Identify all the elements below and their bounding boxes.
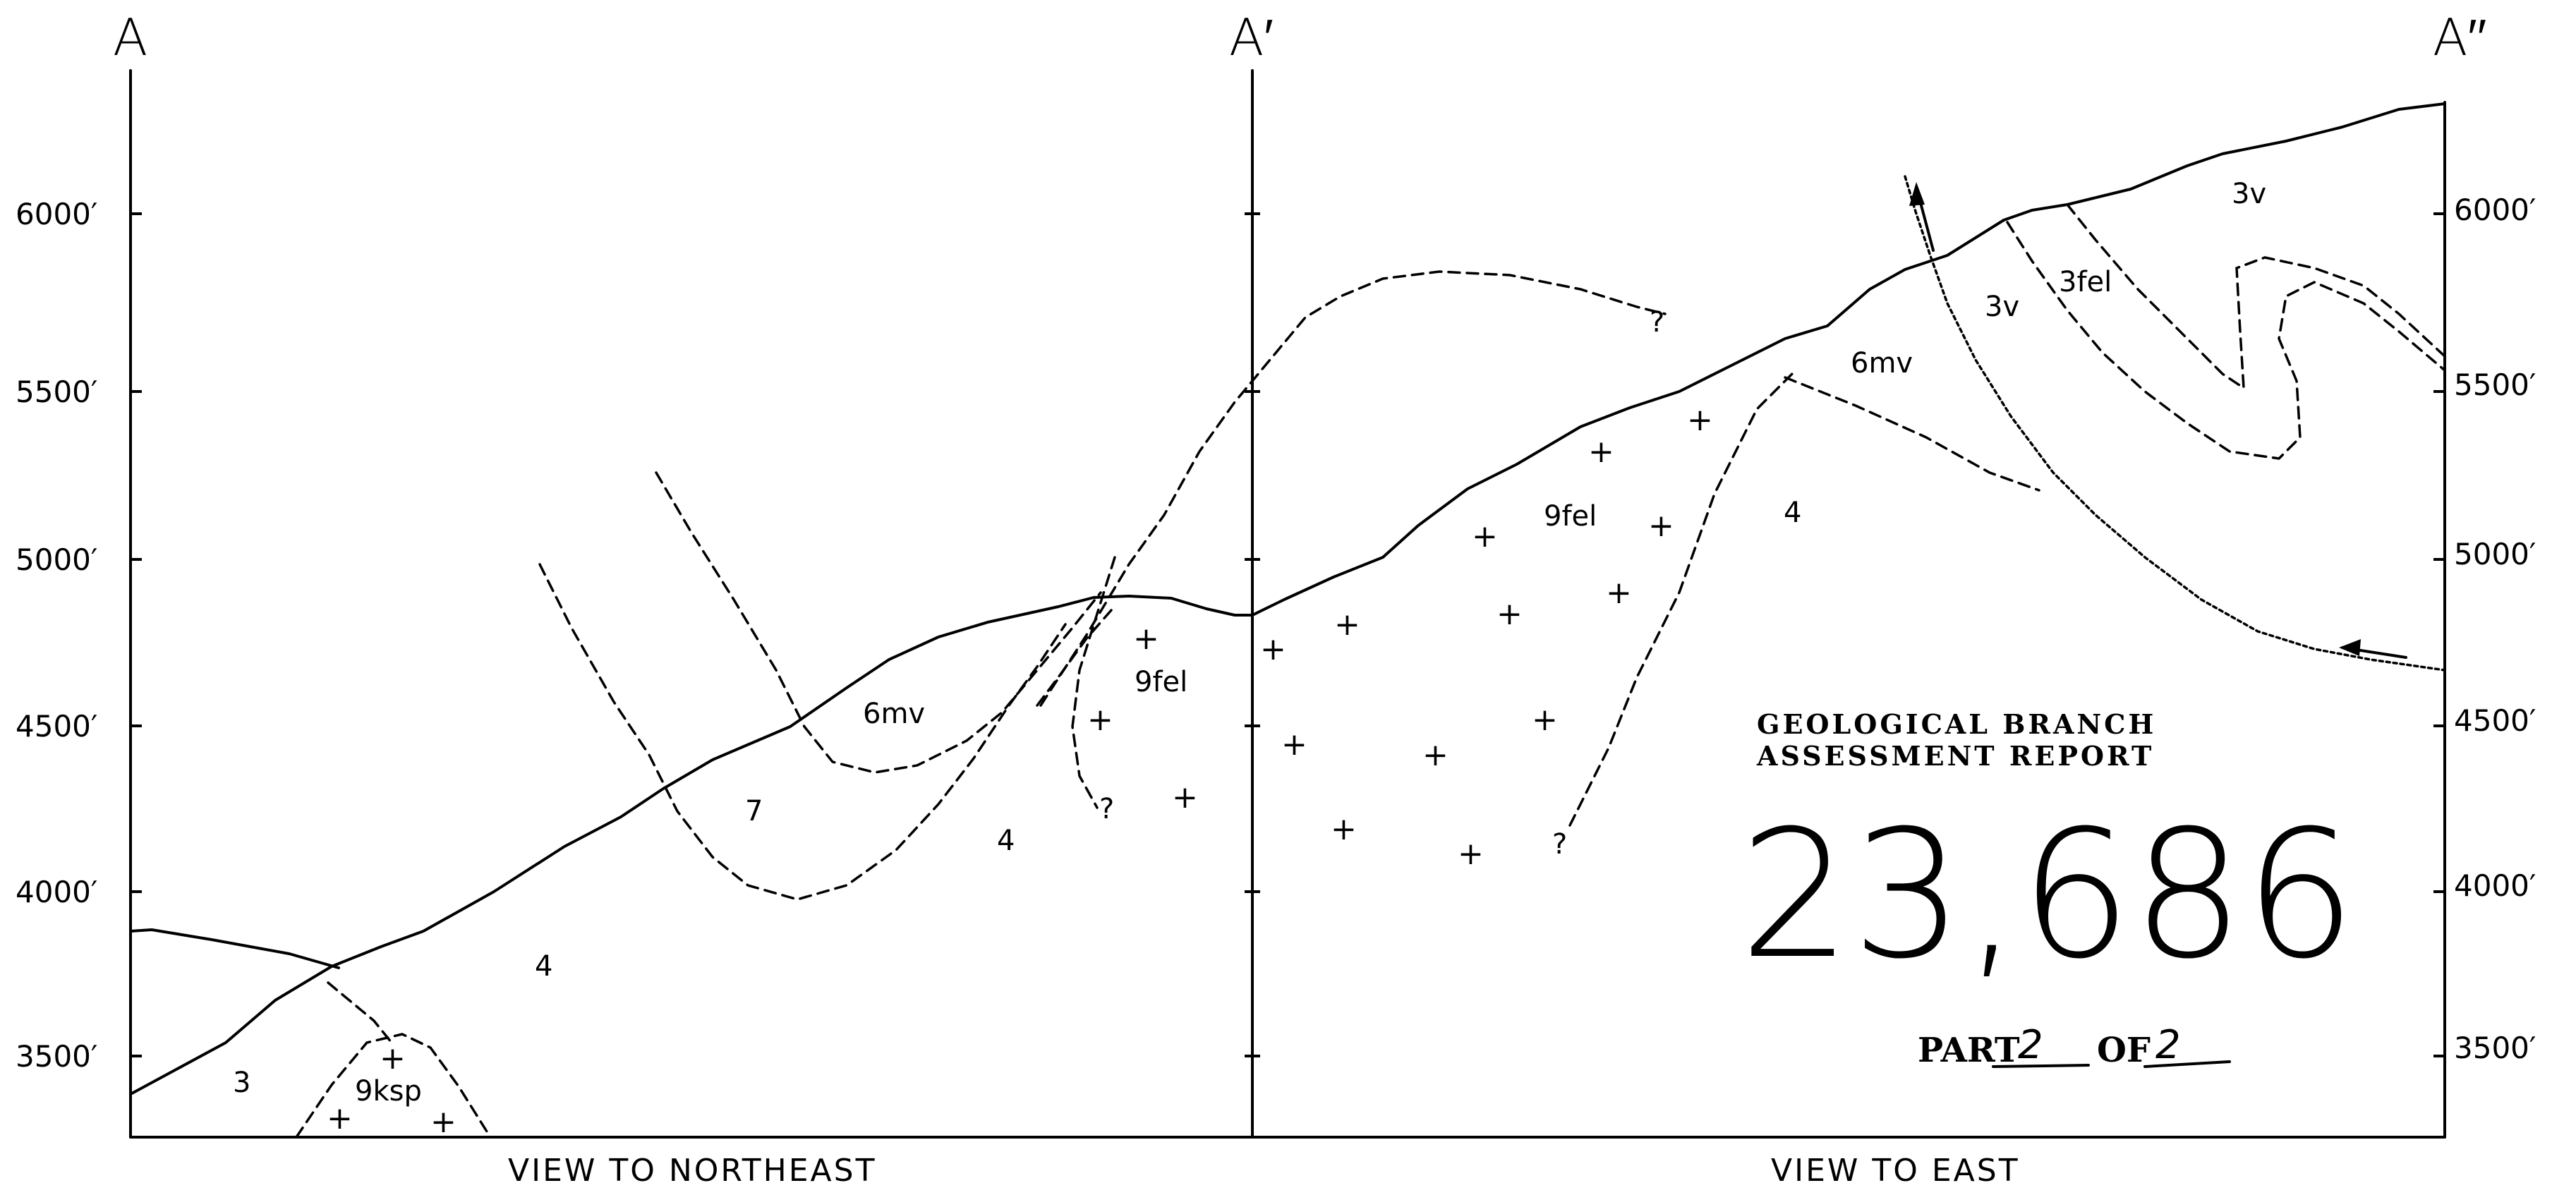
- fold-axial-trace: [1039, 270, 1667, 707]
- view-caption-left: VIEW TO NORTHEAST: [508, 1153, 876, 1183]
- elev-right-5500: 5500′: [2454, 368, 2536, 402]
- svg-text:+: +: [1334, 607, 1360, 643]
- stamp-line-2: ASSESSMENT REPORT: [1756, 740, 2154, 772]
- contact-9fel-left: [1071, 556, 1116, 809]
- elev-left-5000: 5000′: [16, 542, 97, 577]
- unit-label-q1: ?: [1099, 793, 1114, 825]
- svg-text:+: +: [1422, 737, 1449, 773]
- elev-right-6000: 6000′: [2454, 193, 2536, 227]
- unit-label-6mv-left: 6mv: [863, 698, 925, 730]
- elev-right-5000: 5000′: [2454, 537, 2536, 571]
- of-number: 2: [2155, 1022, 2181, 1068]
- svg-text:+: +: [1532, 702, 1558, 738]
- unit-label-q3: ?: [1552, 828, 1567, 861]
- svg-text:+: +: [1331, 811, 1357, 847]
- contact-upper-left: [129, 928, 340, 969]
- section-label-a-prime: A′: [1229, 8, 1274, 67]
- elev-left-4000: 4000′: [16, 875, 97, 909]
- svg-text:+: +: [430, 1104, 456, 1140]
- stamp-line-1: GEOLOGICAL BRANCH: [1757, 708, 2156, 740]
- arrow-icon: [1909, 182, 2407, 659]
- unit-label-9ksp: 9ksp: [355, 1075, 422, 1108]
- contact-3v-3fel: [2006, 221, 2446, 460]
- unit-label-3fel: 3fel: [2059, 266, 2112, 298]
- tick-marks: [131, 212, 2445, 1057]
- part-label: PART: [1918, 1031, 2020, 1070]
- svg-text:+: +: [1687, 402, 1713, 438]
- elev-right-4500: 4500′: [2454, 703, 2536, 738]
- svg-text:+: +: [1281, 727, 1307, 763]
- svg-text:+: +: [1472, 518, 1498, 554]
- contact-9ksp: [295, 1033, 492, 1139]
- elev-left-5500: 5500′: [16, 375, 97, 409]
- unit-label-7: 7: [745, 795, 763, 827]
- contact-9fel-4: [1568, 372, 1794, 827]
- topographic-surface: [129, 102, 2446, 1096]
- svg-text:+: +: [1606, 575, 1632, 611]
- assessment-stamp: GEOLOGICAL BRANCH ASSESSMENT REPORT 23,6…: [1739, 708, 2357, 1070]
- plus-mark: + + + + + + + + + + + + + + + + + + +: [327, 402, 1713, 1140]
- unit-label-4c: 4: [1784, 497, 1801, 529]
- unit-label-6mv-right: 6mv: [1851, 347, 1913, 380]
- unit-label-3v-a: 3v: [2232, 178, 2266, 210]
- svg-text:+: +: [1496, 596, 1523, 632]
- contact-6mv-4: [1784, 376, 2040, 492]
- part-underline: [1992, 1064, 2090, 1068]
- section-label-a: A: [113, 8, 147, 67]
- unit-label-3: 3: [233, 1067, 250, 1099]
- unit-label-4a: 4: [535, 950, 552, 983]
- svg-text:+: +: [1648, 508, 1674, 544]
- svg-text:+: +: [1087, 702, 1113, 738]
- unit-label-9fel-right: 9fel: [1544, 500, 1597, 533]
- unit-label-4b: 4: [997, 825, 1015, 857]
- of-label: OF: [2097, 1031, 2151, 1070]
- svg-text:+: +: [1588, 434, 1614, 470]
- contact-7-west: [538, 563, 1067, 901]
- svg-text:+: +: [1458, 836, 1484, 872]
- elev-right-4000: 4000′: [2454, 868, 2536, 903]
- fault-trace: [1904, 175, 2446, 672]
- svg-text:+: +: [1133, 621, 1159, 657]
- elev-left-3500: 3500′: [16, 1039, 97, 1074]
- contact-7-east: [655, 471, 1102, 774]
- elev-left-4500: 4500′: [16, 709, 97, 744]
- contact-3fel-3v: [2066, 203, 2446, 391]
- of-underline: [2143, 1060, 2231, 1068]
- unit-label-9fel-left: 9fel: [1135, 666, 1187, 698]
- svg-text:+: +: [327, 1100, 353, 1136]
- unit-label-q2: ?: [1650, 306, 1664, 339]
- svg-text:+: +: [1172, 779, 1198, 815]
- contact-3-4: [327, 981, 393, 1044]
- view-caption-right: VIEW TO EAST: [1771, 1153, 2020, 1183]
- elev-right-3500: 3500′: [2454, 1031, 2536, 1065]
- section-label-a-double-prime: A′′: [2433, 8, 2486, 67]
- elev-left-6000: 6000′: [16, 197, 97, 231]
- report-number: 23,686: [1739, 792, 2357, 997]
- svg-text:+: +: [380, 1041, 406, 1076]
- svg-text:+: +: [1260, 631, 1286, 667]
- unit-label-3v-b: 3v: [1985, 291, 2019, 323]
- part-number: 2: [2018, 1022, 2043, 1068]
